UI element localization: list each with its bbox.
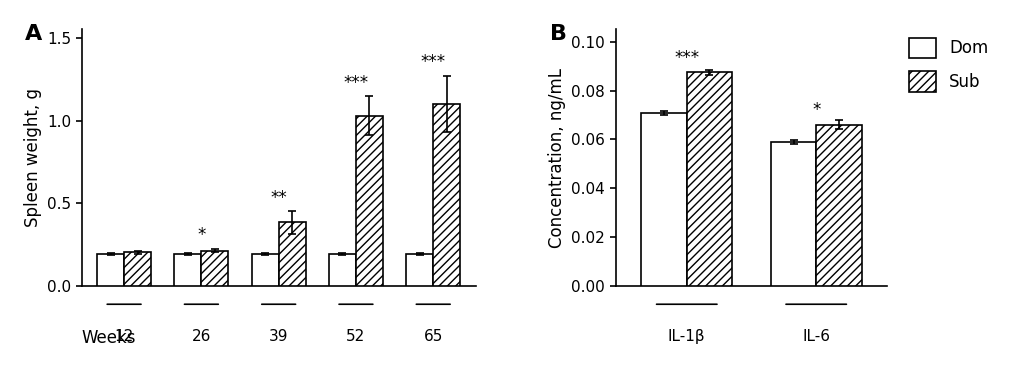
Text: **: ** bbox=[270, 189, 286, 207]
Bar bbox=[815, 125, 861, 286]
Text: *: * bbox=[197, 226, 206, 244]
Legend: Dom, Sub: Dom, Sub bbox=[908, 38, 987, 92]
Text: 52: 52 bbox=[346, 329, 365, 344]
Bar bbox=[252, 254, 278, 286]
Text: ***: *** bbox=[420, 53, 445, 71]
Bar bbox=[201, 251, 228, 286]
Text: ***: *** bbox=[343, 75, 368, 92]
Bar bbox=[686, 72, 732, 286]
Y-axis label: Concentration, ng/mL: Concentration, ng/mL bbox=[547, 68, 566, 248]
Text: 26: 26 bbox=[192, 329, 211, 344]
Bar bbox=[328, 254, 356, 286]
Text: A: A bbox=[24, 24, 42, 44]
Y-axis label: Spleen weight, g: Spleen weight, g bbox=[23, 88, 42, 227]
Bar bbox=[770, 142, 815, 286]
Bar bbox=[278, 222, 306, 286]
Bar bbox=[124, 252, 151, 286]
Text: 12: 12 bbox=[114, 329, 133, 344]
Bar bbox=[97, 254, 124, 286]
Bar bbox=[356, 116, 382, 286]
Text: *: * bbox=[811, 101, 819, 119]
Text: ***: *** bbox=[674, 49, 699, 67]
Bar bbox=[433, 104, 460, 286]
Bar bbox=[641, 113, 686, 286]
Text: B: B bbox=[549, 24, 567, 44]
Text: 65: 65 bbox=[423, 329, 442, 344]
Text: Weeks: Weeks bbox=[82, 329, 136, 347]
Bar bbox=[174, 254, 201, 286]
Bar bbox=[406, 254, 433, 286]
Text: IL-6: IL-6 bbox=[801, 329, 829, 344]
Text: 39: 39 bbox=[269, 329, 288, 344]
Text: IL-1β: IL-1β bbox=[667, 329, 705, 344]
